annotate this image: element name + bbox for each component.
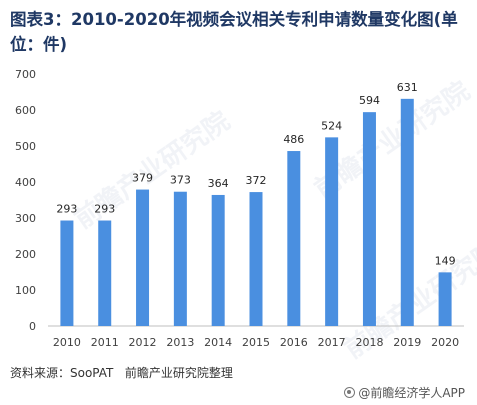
source-note: 资料来源：SooPAT 前瞻产业研究院整理 [10, 366, 233, 380]
x-tick-label: 2011 [91, 336, 119, 349]
x-tick-label: 2013 [166, 336, 194, 349]
bar [98, 220, 112, 326]
y-tick-label: 700 [15, 68, 36, 81]
bar [249, 192, 263, 326]
brand-watermark: @前瞻经济学人APP [344, 384, 465, 401]
data-label: 373 [170, 174, 191, 187]
x-tick-label: 2015 [242, 336, 270, 349]
bar [362, 112, 376, 326]
bar [211, 194, 225, 326]
bar [438, 272, 452, 326]
bar-chart: 0 100 200 300 400 500 600 700 293 2010 293 2011 379 2… [15, 68, 464, 349]
y-tick-label: 200 [15, 248, 36, 261]
bar [325, 137, 339, 326]
x-tick-label: 2010 [53, 336, 81, 349]
y-tick-label: 400 [15, 176, 36, 189]
data-label: 293 [56, 203, 77, 216]
bar [136, 189, 150, 326]
x-tick-label: 2020 [431, 336, 459, 349]
data-label: 486 [283, 133, 304, 146]
y-tick-label: 100 [15, 284, 36, 297]
data-label: 631 [397, 81, 418, 94]
bar [287, 151, 301, 326]
data-label: 379 [132, 172, 153, 185]
y-tick-label: 300 [15, 212, 36, 225]
x-tick-label: 2018 [355, 336, 383, 349]
x-tick-label: 2019 [393, 336, 421, 349]
data-label: 293 [94, 203, 115, 216]
data-label: 149 [435, 254, 456, 267]
data-label: 594 [359, 94, 380, 107]
brand-logo-icon [344, 387, 356, 398]
y-tick-label: 500 [15, 140, 36, 153]
brand-label: @前瞻经济学人APP [358, 386, 465, 400]
data-label: 364 [208, 177, 229, 190]
bar [60, 220, 74, 326]
data-label: 524 [321, 119, 342, 132]
data-label: 372 [246, 174, 267, 187]
x-tick-label: 2012 [129, 336, 157, 349]
bar [173, 191, 187, 326]
x-tick-label: 2017 [318, 336, 346, 349]
x-tick-label: 2014 [204, 336, 232, 349]
y-tick-label: 600 [15, 104, 36, 117]
y-tick-label: 0 [29, 320, 36, 333]
bar [400, 98, 414, 326]
chart-title: 图表3：2010-2020年视频会议相关专利申请数量变化图(单位：件) [10, 10, 458, 54]
x-tick-label: 2016 [280, 336, 308, 349]
